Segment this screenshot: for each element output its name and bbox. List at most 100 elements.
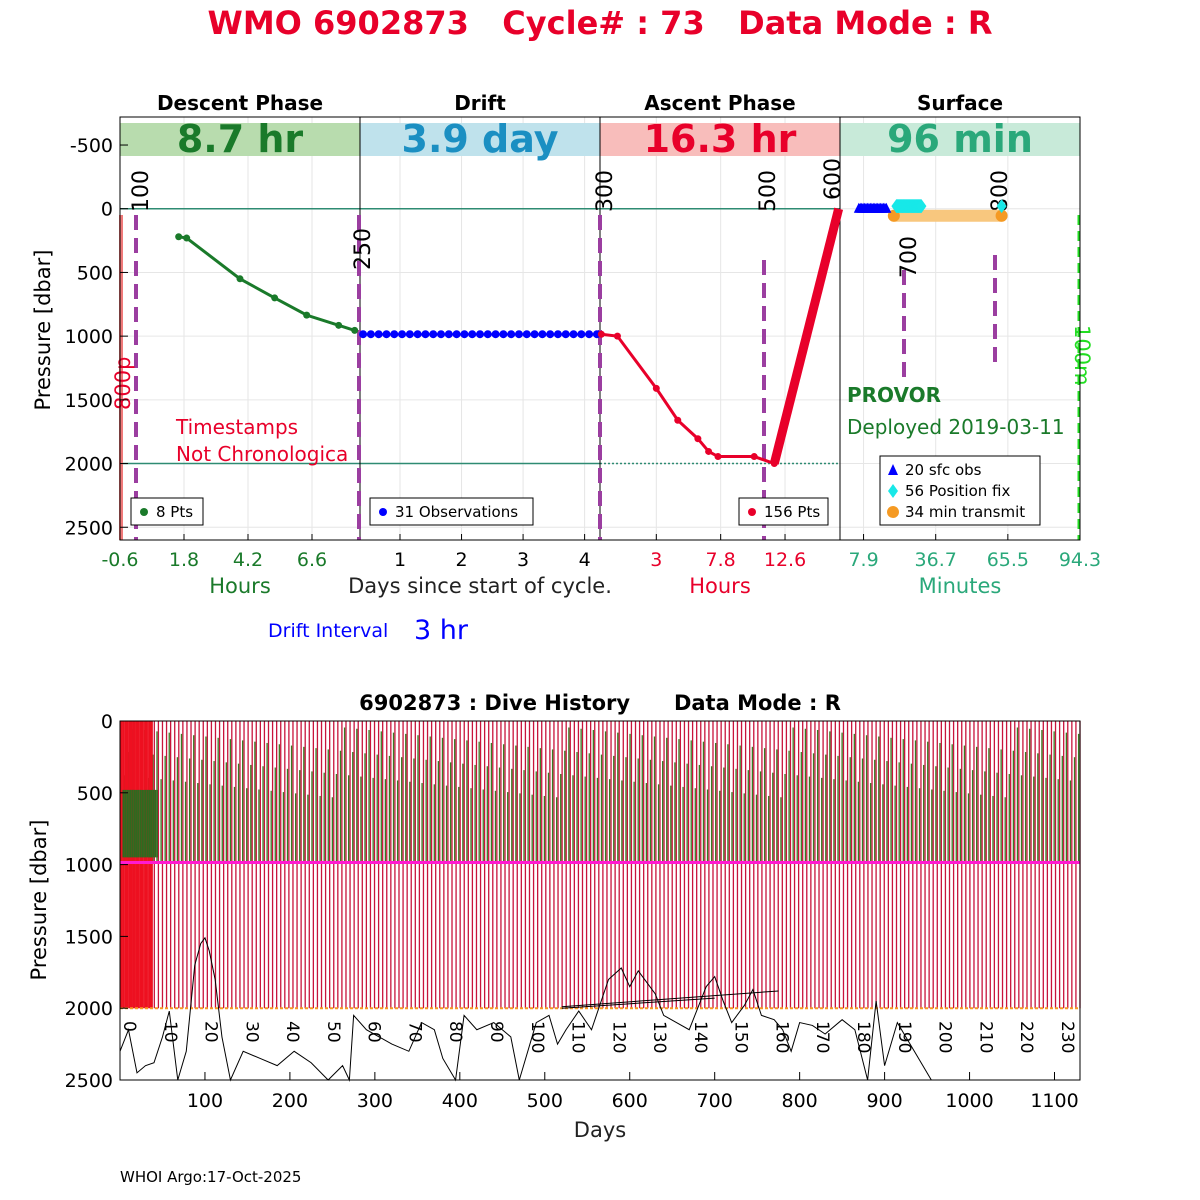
- ascent-point: [750, 453, 758, 461]
- cycle-number-label: 40: [282, 1021, 302, 1043]
- cycle-number-label: 180: [853, 1021, 873, 1053]
- drift-point: [460, 330, 469, 339]
- cycle-number-label: 0: [119, 1021, 139, 1032]
- cycle-number-label: 200: [935, 1021, 955, 1053]
- cycle-mark-label: 600: [821, 158, 846, 200]
- drift-point: [491, 330, 500, 339]
- phase-duration: 16.3 hr: [644, 117, 797, 161]
- x-tick-label: 3: [650, 549, 662, 571]
- trajectory-line: [561, 990, 779, 1008]
- trajectory-line: [561, 997, 715, 1009]
- ascent-line: [601, 332, 775, 465]
- descent-point: [183, 234, 191, 242]
- timestamp-warning: Timestamps: [175, 415, 298, 439]
- y-tick-label: 1000: [65, 326, 113, 348]
- ascent-point: [674, 416, 682, 424]
- x-tick-label: 1: [394, 549, 406, 571]
- transmit-point: [995, 209, 1008, 222]
- x-tick-label: 94.3: [1059, 549, 1101, 571]
- y-tick-label: 500: [77, 262, 113, 284]
- ascent-dense-line: [769, 207, 844, 465]
- phase-header-box: [840, 123, 1080, 156]
- legend-marker: [888, 464, 898, 475]
- phase-duration: 3.9 day: [402, 117, 559, 161]
- drift-point: [507, 330, 516, 339]
- legend-box: 20 sfc obs 56 Position fix 34 min transmit: [879, 455, 1041, 526]
- x-tick-label: 12.6: [764, 549, 806, 571]
- x-tick-label: 7.9: [848, 549, 878, 571]
- legend-marker: [887, 506, 899, 518]
- float-type: PROVOR: [847, 383, 941, 407]
- sfc-obs-point: [881, 202, 892, 213]
- descent-point: [303, 311, 311, 319]
- phase-title: Descent Phase: [157, 91, 323, 115]
- cycle-number-label: 80: [445, 1021, 465, 1043]
- legend-marker: [140, 508, 148, 516]
- x-axis-label: Days: [574, 1118, 626, 1142]
- position-fix-point: [916, 199, 927, 214]
- drift-point: [390, 330, 399, 339]
- x-tick-label: 36.7: [915, 549, 957, 571]
- page-title: WMO 6902873 Cycle# : 73 Data Mode : R: [208, 4, 993, 42]
- y-axis-label: Pressure [dbar]: [27, 820, 51, 981]
- drift-point: [429, 330, 438, 339]
- drift-point: [538, 330, 547, 339]
- phase-duration: 96 min: [887, 117, 1033, 161]
- end-depth-label: 100m: [1070, 325, 1094, 386]
- phase-title: Drift: [454, 91, 506, 115]
- ascent-point: [613, 332, 621, 340]
- cycle-number-label: 110: [568, 1021, 588, 1053]
- cycle-number-label: 100: [527, 1021, 547, 1053]
- legend-label: 20 sfc obs: [905, 461, 982, 479]
- cycle-number-label: 210: [975, 1021, 995, 1053]
- cycle-number-label: 50: [323, 1021, 343, 1043]
- drift-point: [468, 330, 477, 339]
- drift-point: [522, 330, 531, 339]
- drift-point: [483, 330, 492, 339]
- drift-point: [452, 330, 461, 339]
- cycle-mark-label: 300: [593, 170, 618, 212]
- ascent-point: [597, 330, 605, 338]
- history-axes-box: [119, 720, 1081, 1081]
- drift-point: [546, 330, 555, 339]
- drift-point: [437, 330, 446, 339]
- phase-title: Ascent Phase: [644, 91, 795, 115]
- cycle-number-label: 160: [771, 1021, 791, 1053]
- x-tick-label: 3: [517, 549, 529, 571]
- ascent-point: [770, 460, 778, 468]
- y-tick-label: 500: [77, 783, 113, 805]
- x-tick-label: 1100: [1030, 1090, 1078, 1112]
- history-title: 6902873 : Dive History Data Mode : R: [359, 691, 841, 715]
- legend-box: 156 Pts: [738, 497, 829, 526]
- phase-header-box: [360, 123, 600, 156]
- legend-label: 8 Pts: [156, 503, 193, 521]
- legend-marker: [379, 508, 387, 516]
- drift-point: [577, 330, 586, 339]
- y-tick-label: 2500: [65, 1070, 113, 1092]
- cycle-mark-label: 250: [351, 228, 376, 270]
- x-tick-label: 700: [697, 1090, 733, 1112]
- descent-point: [351, 326, 359, 334]
- start-pressure-label: 800p: [111, 357, 135, 410]
- x-tick-label: 200: [272, 1090, 308, 1112]
- x-tick-label: 1.8: [169, 549, 199, 571]
- cycle-number-label: 20: [201, 1021, 221, 1043]
- x-tick-label: 2: [455, 549, 467, 571]
- drift-point: [499, 330, 508, 339]
- drift-point: [374, 330, 383, 339]
- x-tick-label: 100: [187, 1090, 223, 1112]
- deployment-date: Deployed 2019-03-11: [847, 415, 1065, 439]
- x-axis-label: Days since start of cycle.: [348, 574, 612, 598]
- drift-point: [359, 330, 368, 339]
- cycle-number-label: 90: [486, 1021, 506, 1043]
- x-tick-label: 500: [527, 1090, 563, 1112]
- bathymetry-line: [119, 936, 932, 1082]
- phase-header-box: [600, 123, 840, 156]
- cycle-number-label: 60: [364, 1021, 384, 1043]
- x-tick-label: -0.6: [101, 549, 138, 571]
- ascent-point: [694, 435, 702, 443]
- cycle-number-label: 190: [894, 1021, 914, 1053]
- legend-marker: [748, 508, 756, 516]
- phase-duration: 8.7 hr: [177, 117, 304, 161]
